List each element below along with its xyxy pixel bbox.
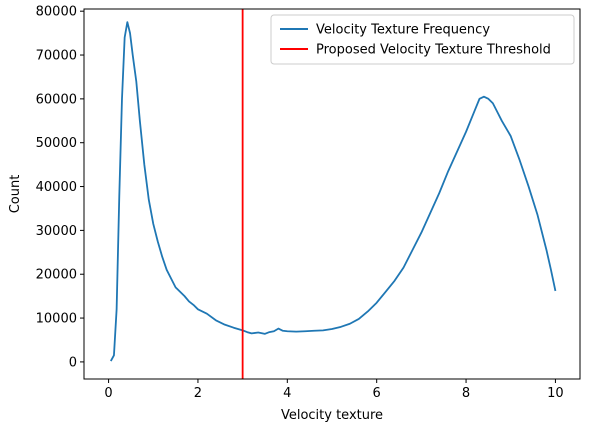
x-tick-label: 8 <box>462 386 470 401</box>
legend-label-frequency: Velocity Texture Frequency <box>316 23 490 38</box>
y-tick-label: 80000 <box>36 5 77 20</box>
y-tick-label: 60000 <box>36 92 77 107</box>
y-tick-label: 40000 <box>36 180 77 195</box>
x-tick-label: 2 <box>194 386 202 401</box>
plot-frame <box>83 8 581 380</box>
y-tick-label: 10000 <box>36 312 77 327</box>
data-layer <box>110 9 557 379</box>
y-axis-label: Count <box>8 175 23 214</box>
legend-label-threshold: Proposed Velocity Texture Threshold <box>316 43 551 58</box>
y-tick-label: 30000 <box>36 224 77 239</box>
legend-box <box>270 14 575 65</box>
y-tick-label: 0 <box>69 355 77 370</box>
y-tick-label: 70000 <box>36 49 77 64</box>
x-tick-label: 10 <box>547 386 564 401</box>
ticks-layer: 0 2 4 6 8 10 0 10000 20000 30000 40000 50000 60000 70… <box>36 5 564 401</box>
y-tick-label: 50000 <box>36 136 77 151</box>
y-tick-label: 20000 <box>36 268 77 283</box>
x-tick-label: 0 <box>104 386 112 401</box>
x-tick-label: 6 <box>373 386 381 401</box>
x-axis-label: Velocity texture <box>281 408 383 423</box>
legend: Velocity Texture Frequency Proposed Velo… <box>270 14 575 65</box>
frequency-line <box>110 21 557 362</box>
x-tick-label: 4 <box>283 386 291 401</box>
